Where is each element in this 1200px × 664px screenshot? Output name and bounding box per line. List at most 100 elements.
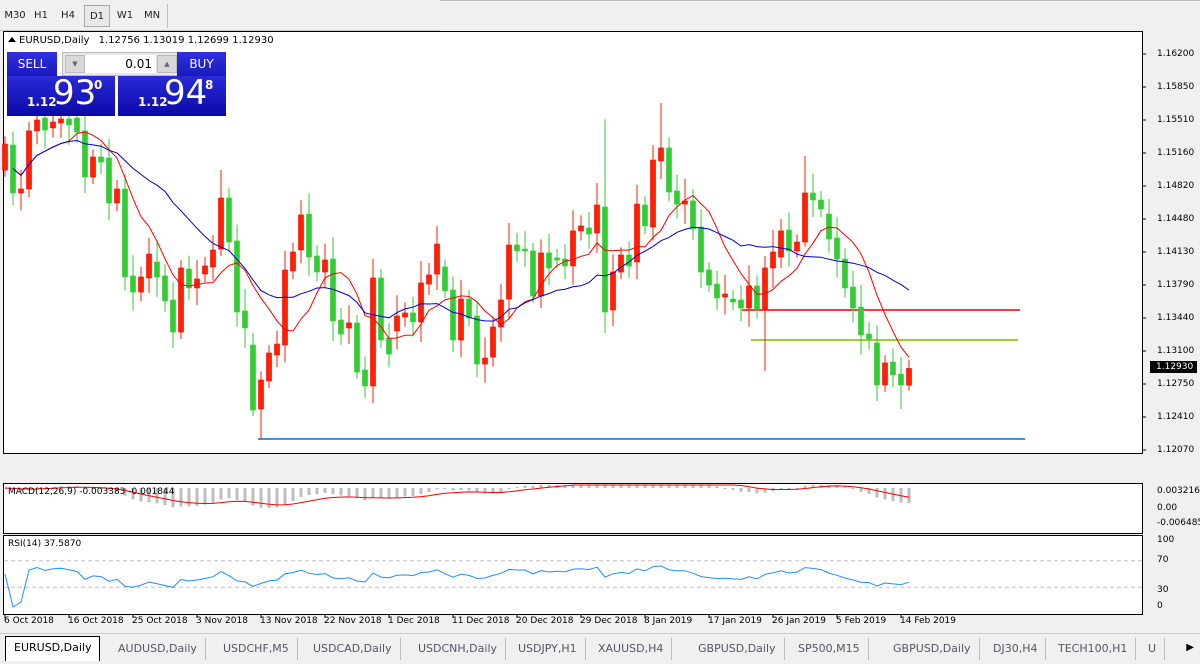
bearish-candle xyxy=(714,270,720,311)
candle-body xyxy=(554,257,560,261)
macd-histogram-bar xyxy=(307,488,311,496)
candle-body xyxy=(858,306,864,336)
collapse-triangle-icon[interactable] xyxy=(8,37,16,42)
bullish-candle xyxy=(770,229,776,288)
chart-tab[interactable]: TECH100,H1 xyxy=(1050,638,1137,660)
macd-histogram-bar xyxy=(19,488,23,492)
macd-histogram-bar xyxy=(851,488,855,490)
bearish-candle xyxy=(306,193,312,276)
macd-histogram-bar xyxy=(539,485,543,488)
bearish-candle xyxy=(898,356,904,410)
candle-body xyxy=(834,237,840,260)
timeframe-h4-button[interactable]: H4 xyxy=(61,10,75,21)
date-axis-label: 1 Dec 2018 xyxy=(388,616,440,626)
lot-size-input[interactable]: 0.01 xyxy=(85,55,156,73)
chart-tab[interactable]: AUDUSD,Daily xyxy=(110,638,206,660)
date-axis-label: 3 Nov 2018 xyxy=(196,616,248,626)
macd-histogram-bar xyxy=(371,488,375,498)
chart-tab[interactable]: EURUSD,Daily xyxy=(5,636,101,661)
chart-tab[interactable]: XAUUSD,H4 xyxy=(590,638,673,660)
macd-histogram-bar xyxy=(795,488,799,489)
macd-histogram-bar xyxy=(739,488,743,492)
candle-body xyxy=(810,192,816,201)
price-axis-label: 1.15850 xyxy=(1157,82,1195,92)
candle-body xyxy=(842,258,848,289)
candle-body xyxy=(218,197,224,250)
macd-histogram-bar xyxy=(563,485,567,488)
bullish-candle xyxy=(266,345,272,388)
macd-histogram-bar xyxy=(171,488,175,508)
candle-body xyxy=(466,298,472,319)
date-axis-label: 20 Dec 2018 xyxy=(516,616,574,626)
tabs-scroll-right-icon[interactable]: ▶ xyxy=(1186,642,1194,653)
chart-tab[interactable]: DJ30,H4 xyxy=(985,638,1047,660)
chart-tab[interactable]: U xyxy=(1140,638,1166,660)
candle-body xyxy=(122,188,128,278)
macd-histogram-bar xyxy=(83,487,87,489)
timeframe-m30-button[interactable]: M30 xyxy=(4,10,26,21)
macd-histogram-bar xyxy=(659,485,663,488)
macd-histogram-bar xyxy=(283,488,287,505)
chart-tab[interactable]: SP500,M15 xyxy=(790,638,869,660)
candle-body xyxy=(394,315,400,332)
timeframe-d1-button[interactable]: D1 xyxy=(84,5,110,27)
bullish-candle xyxy=(138,266,144,302)
price-chart[interactable] xyxy=(0,0,1200,633)
macd-histogram-bar xyxy=(363,488,367,501)
candle-body xyxy=(866,333,872,340)
timeframe-w1-button[interactable]: W1 xyxy=(116,10,134,21)
timeframe-h1-button[interactable]: H1 xyxy=(34,10,48,21)
lot-decrease-icon[interactable]: ▼ xyxy=(65,55,85,73)
sell-button[interactable]: SELL xyxy=(7,52,57,76)
rsi-axis-label: 100 xyxy=(1157,535,1175,545)
bullish-candle xyxy=(2,136,8,177)
macd-histogram-bar xyxy=(515,487,519,489)
candle-body xyxy=(698,226,704,273)
bullish-candle xyxy=(882,355,888,392)
candle-body xyxy=(770,251,776,269)
macd-histogram-bar xyxy=(355,488,359,499)
chart-tab[interactable]: GBPUSD,Daily xyxy=(690,638,785,660)
date-axis-label: 16 Oct 2018 xyxy=(68,616,124,626)
bullish-candle xyxy=(274,330,280,368)
bearish-candle xyxy=(98,143,104,175)
macd-histogram-bar xyxy=(643,485,647,488)
bullish-candle xyxy=(370,258,376,404)
chart-tab[interactable]: GBPUSD,Daily xyxy=(885,638,980,660)
candle-body xyxy=(258,379,264,410)
macd-histogram-bar xyxy=(323,488,327,493)
bearish-candle xyxy=(698,209,704,289)
toolbar-border xyxy=(440,0,1200,1)
timeframe-mn-button[interactable]: MN xyxy=(143,10,161,21)
chart-tab[interactable]: USDJPY,H1 xyxy=(510,638,586,660)
macd-histogram-bar xyxy=(51,486,55,488)
macd-axis-label: 0.003216 xyxy=(1157,486,1200,496)
chart-tab[interactable]: USDCNH,Daily xyxy=(410,638,507,660)
bearish-candle xyxy=(586,211,592,249)
lot-increase-icon[interactable]: ▲ xyxy=(157,55,177,73)
bearish-candle xyxy=(82,113,88,194)
bullish-candle xyxy=(906,359,912,391)
bearish-candle xyxy=(186,255,192,301)
bearish-candle xyxy=(546,233,552,286)
candle-body xyxy=(90,156,96,178)
current-price-tag: 1.12930 xyxy=(1150,361,1198,373)
bullish-candle xyxy=(594,182,600,253)
buy-button[interactable]: BUY xyxy=(177,52,226,76)
candle-body xyxy=(106,157,112,204)
candle-body xyxy=(378,277,384,341)
date-axis-label: 14 Feb 2019 xyxy=(900,616,957,626)
candle-body xyxy=(882,362,888,386)
candle-body xyxy=(650,159,656,228)
bearish-candle xyxy=(786,212,792,267)
bearish-candle xyxy=(818,190,824,218)
date-axis-label: 13 Nov 2018 xyxy=(260,616,318,626)
candle-body xyxy=(386,337,392,355)
bullish-candle xyxy=(746,265,752,327)
bullish-candle xyxy=(26,121,32,198)
chart-tab[interactable]: USDCAD,Daily xyxy=(305,638,401,660)
chart-tab[interactable]: USDCHF,M5 xyxy=(215,638,298,660)
ask-price[interactable]: 1.12 94 8 xyxy=(118,73,226,116)
bid-price[interactable]: 1.12 93 0 xyxy=(7,73,115,116)
bullish-candle xyxy=(346,305,352,344)
